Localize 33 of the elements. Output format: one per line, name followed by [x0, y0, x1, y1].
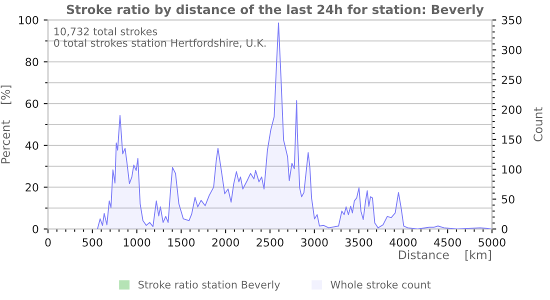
legend-label: Whole stroke count: [330, 280, 431, 289]
x-axis-title: Distance [km]: [398, 250, 491, 261]
legend-label: Stroke ratio station Beverly: [138, 280, 280, 291]
annotation: 0 total strokes station Hertfordshire, U.K.: [54, 38, 266, 48]
x-tick-label: 1500: [168, 238, 195, 247]
x-tick-label: 5000: [478, 238, 506, 247]
y2-tick-label: 350: [502, 16, 522, 24]
y2-tick-label: 0: [502, 224, 508, 234]
y-tick-label: 80: [26, 58, 38, 66]
x-tick-label: 3500: [346, 238, 372, 247]
y2-tick-label: 250: [502, 76, 522, 84]
x-tick-label: 4000: [390, 238, 417, 247]
x-tick-label: 2500: [256, 238, 284, 247]
y-tick-label: 100: [18, 16, 38, 24]
chart-title: Stroke ratio by distance of the last 24h for station: Beverly: [66, 4, 484, 17]
annotation: 10,732 total strokes: [54, 27, 158, 36]
y-tick-label: 40: [25, 141, 38, 150]
x-tick-label: 500: [82, 238, 102, 247]
x-tick-label: 2000: [212, 238, 239, 247]
y-tick-label: 20: [26, 183, 38, 192]
y-axis-title: Percent [%]: [0, 86, 12, 164]
y2-tick-label: 50: [502, 195, 514, 204]
y-tick-label: 60: [26, 100, 38, 108]
x-tick-label: 1000: [124, 238, 150, 247]
x-tick-label: 4500: [434, 238, 461, 247]
y2-tick-label: 100: [502, 165, 522, 174]
x-tick-label: 3000: [301, 238, 328, 247]
y2-tick-label: 200: [502, 106, 522, 114]
y2-tick-label: 150: [502, 135, 522, 144]
x-tick-label: 0: [45, 238, 51, 247]
y2-axis-title: Count: [534, 107, 542, 142]
y2-tick-label: 300: [502, 46, 522, 54]
y-tick-label: 0: [32, 224, 38, 234]
